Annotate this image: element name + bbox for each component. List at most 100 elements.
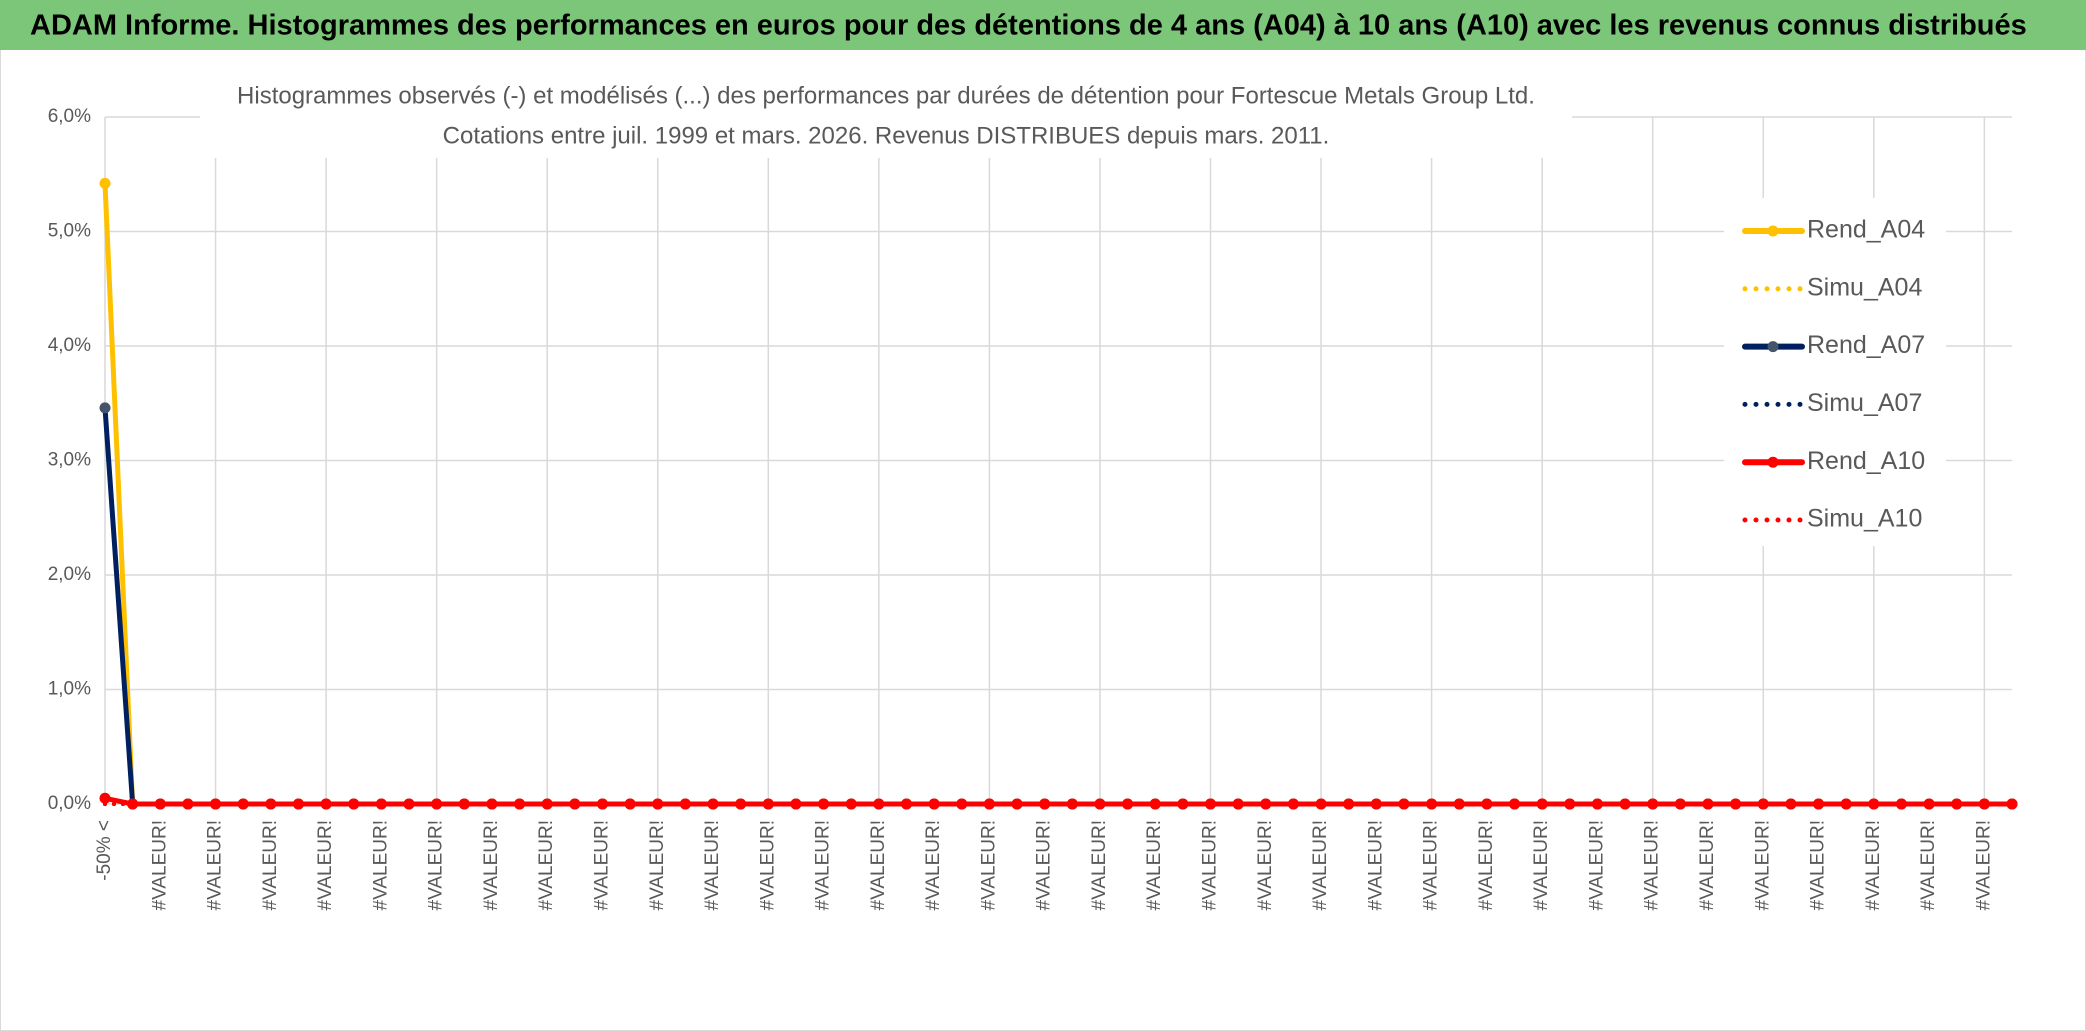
x-tick-label: #VALEUR! (1421, 820, 1442, 910)
x-tick-label: #VALEUR! (1642, 820, 1663, 910)
x-tick-label: #VALEUR! (1973, 820, 1994, 910)
y-tick-label: 1,0% (48, 679, 91, 700)
series-marker (1122, 798, 1134, 810)
series-marker (735, 798, 747, 810)
legend-marker (1767, 341, 1779, 353)
x-tick-label: #VALEUR! (426, 820, 447, 910)
series-marker (1398, 798, 1410, 810)
series-marker (1536, 798, 1548, 810)
legend-label: Simu_A04 (1807, 273, 1922, 301)
series-marker (1094, 798, 1106, 810)
series-marker (99, 402, 111, 414)
series-marker (237, 798, 249, 810)
series-marker (1951, 798, 1963, 810)
x-tick-label: #VALEUR! (923, 820, 944, 910)
x-tick-label: #VALEUR! (481, 820, 502, 910)
series-marker (762, 798, 774, 810)
x-tick-label: #VALEUR! (702, 820, 723, 910)
series-marker (210, 798, 222, 810)
series-marker (1177, 798, 1189, 810)
x-tick-label: #VALEUR! (978, 820, 999, 910)
series-marker (1426, 798, 1438, 810)
series-marker (679, 798, 691, 810)
series-marker (320, 798, 332, 810)
x-tick-label: #VALEUR! (647, 820, 668, 910)
x-tick-label: #VALEUR! (868, 820, 889, 910)
y-tick-label: 6,0% (48, 106, 91, 127)
legend: Rend_A04 Simu_A04 Rend_A07 Simu_A07 Rend_A10… (1742, 216, 1925, 533)
series-marker (1011, 798, 1023, 810)
series-marker (1895, 798, 1907, 810)
legend-marker (1767, 456, 1779, 468)
series-marker (596, 798, 608, 810)
series-marker (99, 177, 111, 189)
series-marker (1757, 798, 1769, 810)
series-marker (1066, 798, 1078, 810)
legend-background (1724, 198, 1946, 546)
series-marker (1564, 798, 1576, 810)
series-marker (1813, 798, 1825, 810)
title-background (200, 78, 1572, 158)
x-tick-label: #VALEUR! (813, 820, 834, 910)
x-tick-label: #VALEUR! (1752, 820, 1773, 910)
x-tick-label: #VALEUR! (1310, 820, 1331, 910)
x-tick-label: #VALEUR! (1255, 820, 1276, 910)
y-tick-label: 5,0% (48, 221, 91, 242)
legend-label: Rend_A07 (1807, 331, 1925, 359)
y-tick-label: 0,0% (48, 793, 91, 814)
grid: 0,0% 1,0% 2,0% 3,0% 4,0% 5,0% 6,0% -50% < #VALEU… (48, 106, 2012, 910)
series-marker (99, 792, 111, 804)
x-tick-label: #VALEUR! (1918, 820, 1939, 910)
legend-label: Simu_A07 (1807, 389, 1922, 417)
x-tick-label: -50% < (94, 820, 115, 881)
x-tick-label: #VALEUR! (260, 820, 281, 910)
plot (99, 177, 2018, 810)
series-marker (265, 798, 277, 810)
series-marker (1370, 798, 1382, 810)
header-title: ADAM Informe. Histogrammes des performan… (30, 10, 2027, 42)
series-marker (707, 798, 719, 810)
series-marker (375, 798, 387, 810)
series-marker (1481, 798, 1493, 810)
x-tick-label: #VALEUR! (1586, 820, 1607, 910)
legend-marker (1767, 225, 1779, 237)
series-marker (790, 798, 802, 810)
series-marker (1868, 798, 1880, 810)
series-marker (1923, 798, 1935, 810)
x-tick-label: #VALEUR! (1808, 820, 1829, 910)
x-tick-label: #VALEUR! (149, 820, 170, 910)
x-tick-label: #VALEUR! (1089, 820, 1110, 910)
series-marker (292, 798, 304, 810)
legend-label: Simu_A10 (1807, 505, 1922, 533)
series-marker (1453, 798, 1465, 810)
x-tick-label: #VALEUR! (1034, 820, 1055, 910)
header-bar (0, 0, 2086, 50)
x-tick-label: #VALEUR! (1365, 820, 1386, 910)
x-tick-label: #VALEUR! (757, 820, 778, 910)
y-tick-label: 4,0% (48, 335, 91, 356)
y-tick-label: 2,0% (48, 564, 91, 585)
series-marker (2006, 798, 2018, 810)
y-tick-label: 3,0% (48, 450, 91, 471)
series-marker (1840, 798, 1852, 810)
series-marker (348, 798, 360, 810)
series-marker (983, 798, 995, 810)
series-marker (1509, 798, 1521, 810)
legend-label: Rend_A04 (1807, 216, 1925, 244)
x-tick-label: #VALEUR! (1144, 820, 1165, 910)
chart-subtitle: Cotations entre juil. 1999 et mars. 2026… (443, 122, 1330, 149)
chart-title: Histogrammes observés (-) et modélisés (… (237, 82, 1535, 109)
series-marker (1785, 798, 1797, 810)
x-tick-label: #VALEUR! (1476, 820, 1497, 910)
x-tick-label: #VALEUR! (315, 820, 336, 910)
x-tick-label: #VALEUR! (1200, 820, 1221, 910)
x-tick-label: #VALEUR! (205, 820, 226, 910)
series-marker (1039, 798, 1051, 810)
x-tick-label: #VALEUR! (370, 820, 391, 910)
series-marker (624, 798, 636, 810)
x-tick-label: #VALEUR! (1697, 820, 1718, 910)
x-tick-label: #VALEUR! (536, 820, 557, 910)
x-tick-label: #VALEUR! (1863, 820, 1884, 910)
legend-label: Rend_A10 (1807, 447, 1925, 475)
